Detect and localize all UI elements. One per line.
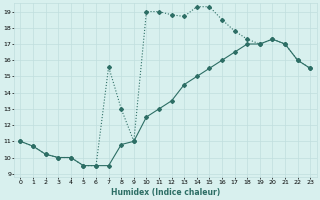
- X-axis label: Humidex (Indice chaleur): Humidex (Indice chaleur): [111, 188, 220, 197]
